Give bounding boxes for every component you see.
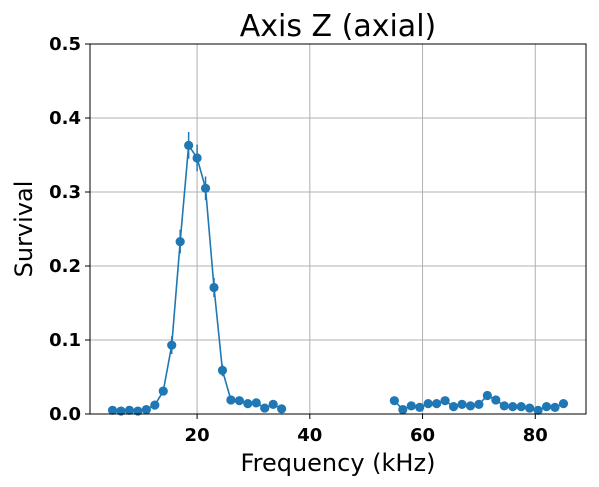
data-point [508,402,518,412]
data-point [175,236,185,247]
data-point [268,399,278,409]
data-point [448,402,459,412]
data-point [423,399,433,409]
data-point [226,395,236,405]
data-point [491,395,501,405]
data-point [415,402,425,412]
data-point [277,404,287,414]
data-point [440,396,450,406]
data-point [192,153,202,163]
plot-frame [89,43,587,415]
series [107,132,569,416]
data-point [124,405,135,415]
data-point [550,402,560,412]
data-point [167,340,177,350]
data-point [533,405,543,415]
ticks: 20 40 60 80 0.0 0.1 0.2 0.3 0.4 0.5 [49,34,548,446]
data-point [541,402,552,412]
x-tick-label: 20 [185,425,210,446]
y-tick-label: 0.3 [49,182,81,203]
data-point [116,406,126,416]
x-tick-label: 80 [523,425,548,446]
x-tick-label: 60 [410,425,435,446]
data-point [516,402,526,412]
data-point [260,403,270,413]
y-tick-label: 0.5 [49,34,81,55]
data-point [525,403,535,413]
x-axis-label: Frequency (kHz) [241,449,436,477]
data-point [209,282,219,293]
data-point [107,405,118,415]
data-point [184,140,194,150]
y-tick-label: 0.1 [49,330,81,351]
data-point [465,401,476,411]
y-tick-label: 0.4 [49,108,81,129]
data-point [150,400,160,410]
data-point [389,396,399,406]
data-point [234,396,244,406]
chart-title: Axis Z (axial) [240,9,436,44]
data-point [457,399,467,409]
data-point [499,401,509,411]
y-tick-label: 0.0 [49,404,81,425]
y-tick-label: 0.2 [49,256,81,277]
data-point [158,386,168,396]
data-point [558,399,569,409]
data-point [432,399,442,409]
data-point [482,390,492,401]
data-point [398,404,408,415]
data-point [406,401,416,411]
data-point [141,404,151,415]
data-point [474,399,484,409]
data-point [217,365,228,375]
y-axis-label: Survival [10,181,38,278]
x-tick-label: 40 [297,425,322,446]
data-point [251,398,261,408]
data-point [133,406,143,416]
data-point [200,183,211,193]
data-point [243,399,253,409]
